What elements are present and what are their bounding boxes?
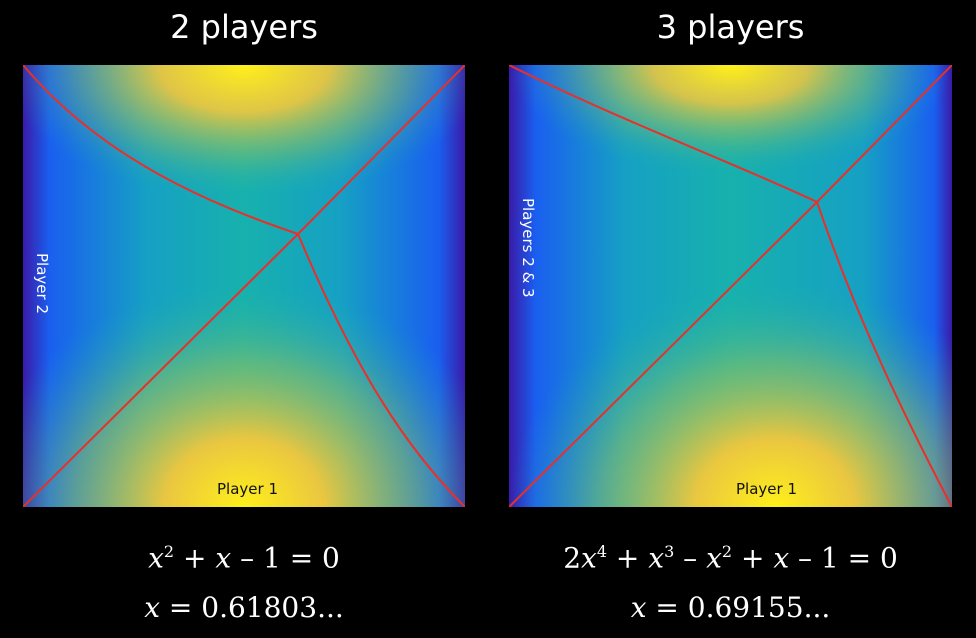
heatmap-2-players-graphic bbox=[23, 65, 465, 507]
solution-2-players: x = 0.61803... bbox=[144, 591, 344, 624]
panel-title-3-players: 3 players bbox=[656, 8, 805, 46]
equation-3-players: 2x4 + x3 – x2 + x – 1 = 0 bbox=[563, 541, 898, 575]
boundary-line-bottom-left bbox=[23, 233, 299, 507]
panel-title-2-players: 2 players bbox=[170, 8, 318, 46]
heatmap-3-players: Player 1 Players 2 & 3 bbox=[509, 65, 952, 507]
equation-2-players: x2 + x – 1 = 0 bbox=[148, 541, 340, 575]
boundary-line-top-right bbox=[816, 65, 952, 203]
axis-label-players-2-3: Players 2 & 3 bbox=[519, 198, 537, 298]
boundary-curve-bottom-right bbox=[297, 233, 465, 507]
boundary-curve-top-left bbox=[509, 65, 818, 203]
axis-label-player-1: Player 1 bbox=[217, 480, 278, 498]
boundary-line-top-right bbox=[297, 65, 465, 235]
boundary-curve-top-left bbox=[23, 65, 299, 235]
axis-label-player-1: Player 1 bbox=[736, 480, 797, 498]
heatmap-3-players-graphic bbox=[509, 65, 952, 507]
solution-3-players: x = 0.69155... bbox=[630, 591, 831, 624]
axis-label-player-2: Player 2 bbox=[33, 253, 51, 314]
heatmap-2-players: Player 1 Player 2 bbox=[23, 65, 465, 507]
boundary-curve-bottom-right bbox=[816, 201, 952, 507]
boundary-line-bottom-left bbox=[509, 201, 818, 507]
